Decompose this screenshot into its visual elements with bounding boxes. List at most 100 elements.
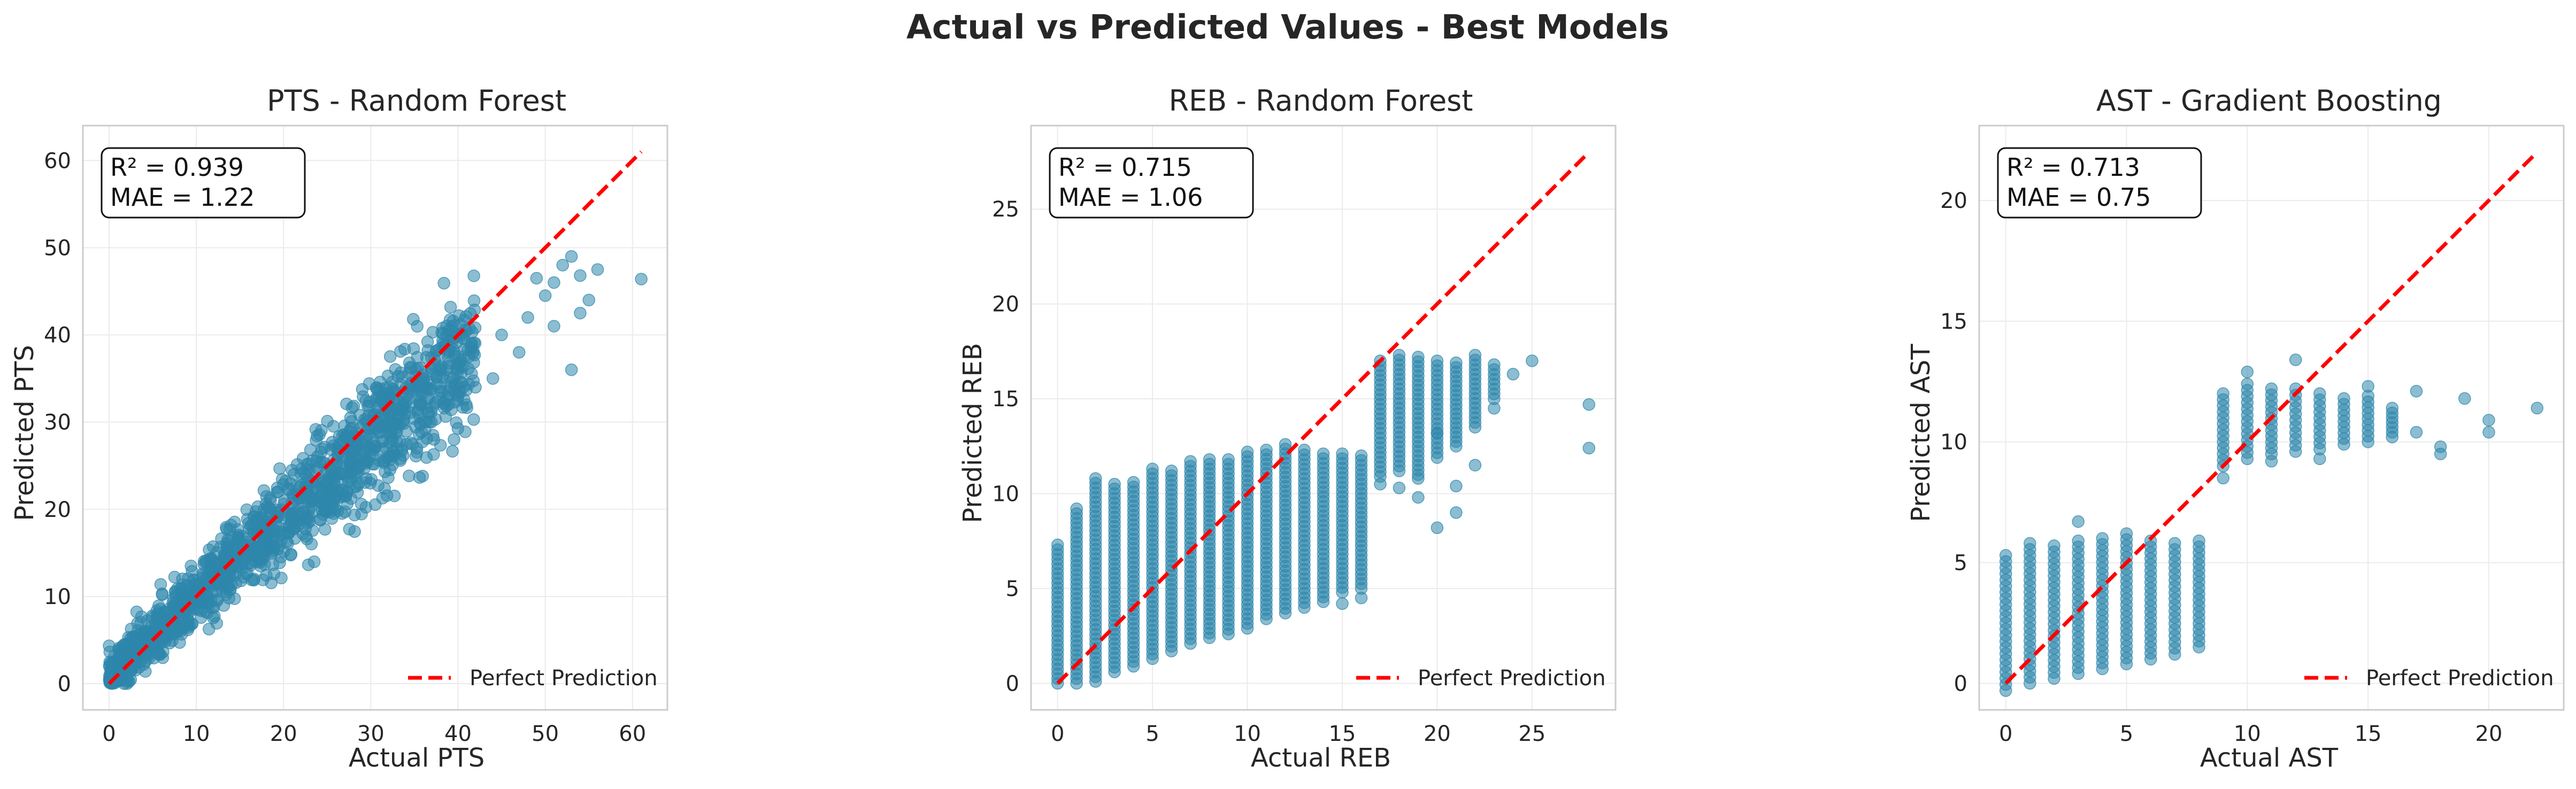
- data-point: [267, 532, 280, 546]
- data-point: [448, 433, 460, 446]
- data-point: [2072, 535, 2085, 547]
- data-point: [355, 498, 368, 510]
- data-point: [173, 623, 186, 636]
- data-point: [455, 361, 468, 374]
- data-point: [2217, 387, 2229, 400]
- legend-label: Perfect Prediction: [2366, 666, 2554, 691]
- data-point: [388, 489, 401, 502]
- data-point: [462, 350, 475, 363]
- data-point: [1488, 402, 1501, 415]
- data-point: [1431, 354, 1444, 367]
- metrics-text: R² = 0.715: [1058, 153, 1192, 182]
- panel-pts: PTS - Random Forest Actual PTS Predicted…: [10, 84, 668, 773]
- scatter-points: [1051, 349, 1596, 690]
- data-point: [168, 586, 182, 599]
- data-point: [469, 381, 482, 394]
- x-tick-label: 0: [1999, 722, 2012, 746]
- data-point: [2120, 527, 2133, 540]
- data-point: [2169, 537, 2181, 550]
- data-point: [548, 276, 560, 289]
- data-point: [446, 445, 459, 458]
- data-point: [344, 466, 358, 479]
- data-point: [2024, 537, 2036, 550]
- data-point: [2531, 401, 2544, 415]
- data-point: [287, 523, 300, 536]
- x-axis-label: Actual REB: [1251, 743, 1391, 773]
- plot-area: 0 10 20 30 40 50 60 0 10 20 30 40 50 60 R² = 0.939MAE …: [44, 125, 668, 746]
- data-point: [221, 541, 235, 554]
- y-tick-label: 20: [992, 292, 1019, 317]
- x-tick-label: 5: [2120, 722, 2133, 746]
- y-tick-label: 15: [992, 387, 1019, 412]
- data-point: [379, 465, 391, 478]
- y-tick-label: 5: [1954, 551, 1967, 575]
- data-point: [548, 320, 560, 332]
- data-point: [413, 471, 426, 484]
- x-tick-label: 25: [1518, 722, 1545, 746]
- data-point: [397, 449, 410, 462]
- data-point: [139, 665, 152, 678]
- metrics-text: MAE = 0.75: [2006, 183, 2151, 212]
- data-point: [1393, 349, 1406, 362]
- data-point: [1450, 479, 1463, 493]
- x-tick-label: 30: [357, 722, 385, 746]
- data-point: [315, 424, 328, 437]
- data-point: [218, 552, 231, 565]
- y-tick-label: 15: [1940, 310, 1967, 334]
- data-point: [1279, 438, 1292, 451]
- data-point: [2241, 377, 2254, 391]
- x-tick-label: 10: [2234, 722, 2261, 746]
- data-point: [467, 413, 480, 426]
- data-point: [495, 328, 508, 342]
- data-point: [2265, 455, 2278, 468]
- data-point: [248, 543, 261, 556]
- x-tick-label: 15: [2355, 722, 2382, 746]
- data-point: [364, 429, 377, 443]
- y-tick-label: 50: [44, 236, 71, 260]
- data-point: [383, 350, 397, 363]
- data-point: [2048, 539, 2060, 552]
- data-point: [159, 606, 172, 619]
- data-point: [2265, 382, 2278, 396]
- data-point: [1355, 591, 1368, 605]
- data-point: [1070, 502, 1083, 515]
- data-point: [2241, 365, 2254, 378]
- data-point: [391, 370, 404, 383]
- data-point: [394, 345, 407, 358]
- data-point: [1203, 453, 1216, 466]
- data-point: [460, 401, 473, 414]
- data-point: [2313, 452, 2326, 466]
- data-point: [2458, 392, 2471, 405]
- data-point: [278, 545, 290, 558]
- metrics-box: [1997, 147, 2202, 219]
- data-point: [451, 422, 465, 435]
- data-point: [1222, 453, 1235, 466]
- data-point: [1526, 354, 1539, 367]
- data-point: [434, 381, 447, 394]
- data-point: [267, 567, 281, 581]
- data-point: [434, 439, 447, 452]
- data-point: [635, 273, 648, 285]
- data-point: [565, 250, 578, 263]
- perfect-prediction-line: [2004, 151, 2539, 685]
- y-tick-label: 10: [992, 482, 1019, 506]
- data-point: [426, 429, 440, 442]
- scatter-points: [103, 250, 648, 690]
- data-point: [403, 469, 416, 482]
- data-point: [343, 523, 356, 536]
- data-point: [2482, 426, 2495, 439]
- data-point: [486, 372, 499, 385]
- data-point: [196, 571, 209, 585]
- metrics-box: [101, 147, 306, 219]
- data-point: [521, 311, 534, 324]
- y-tick-label: 0: [58, 672, 71, 697]
- data-point: [444, 300, 457, 314]
- data-point: [1165, 465, 1178, 477]
- data-point: [437, 277, 450, 290]
- data-point: [202, 623, 216, 636]
- perfect-prediction-line: [107, 150, 643, 685]
- data-point: [1146, 462, 1159, 476]
- data-point: [1450, 506, 1463, 519]
